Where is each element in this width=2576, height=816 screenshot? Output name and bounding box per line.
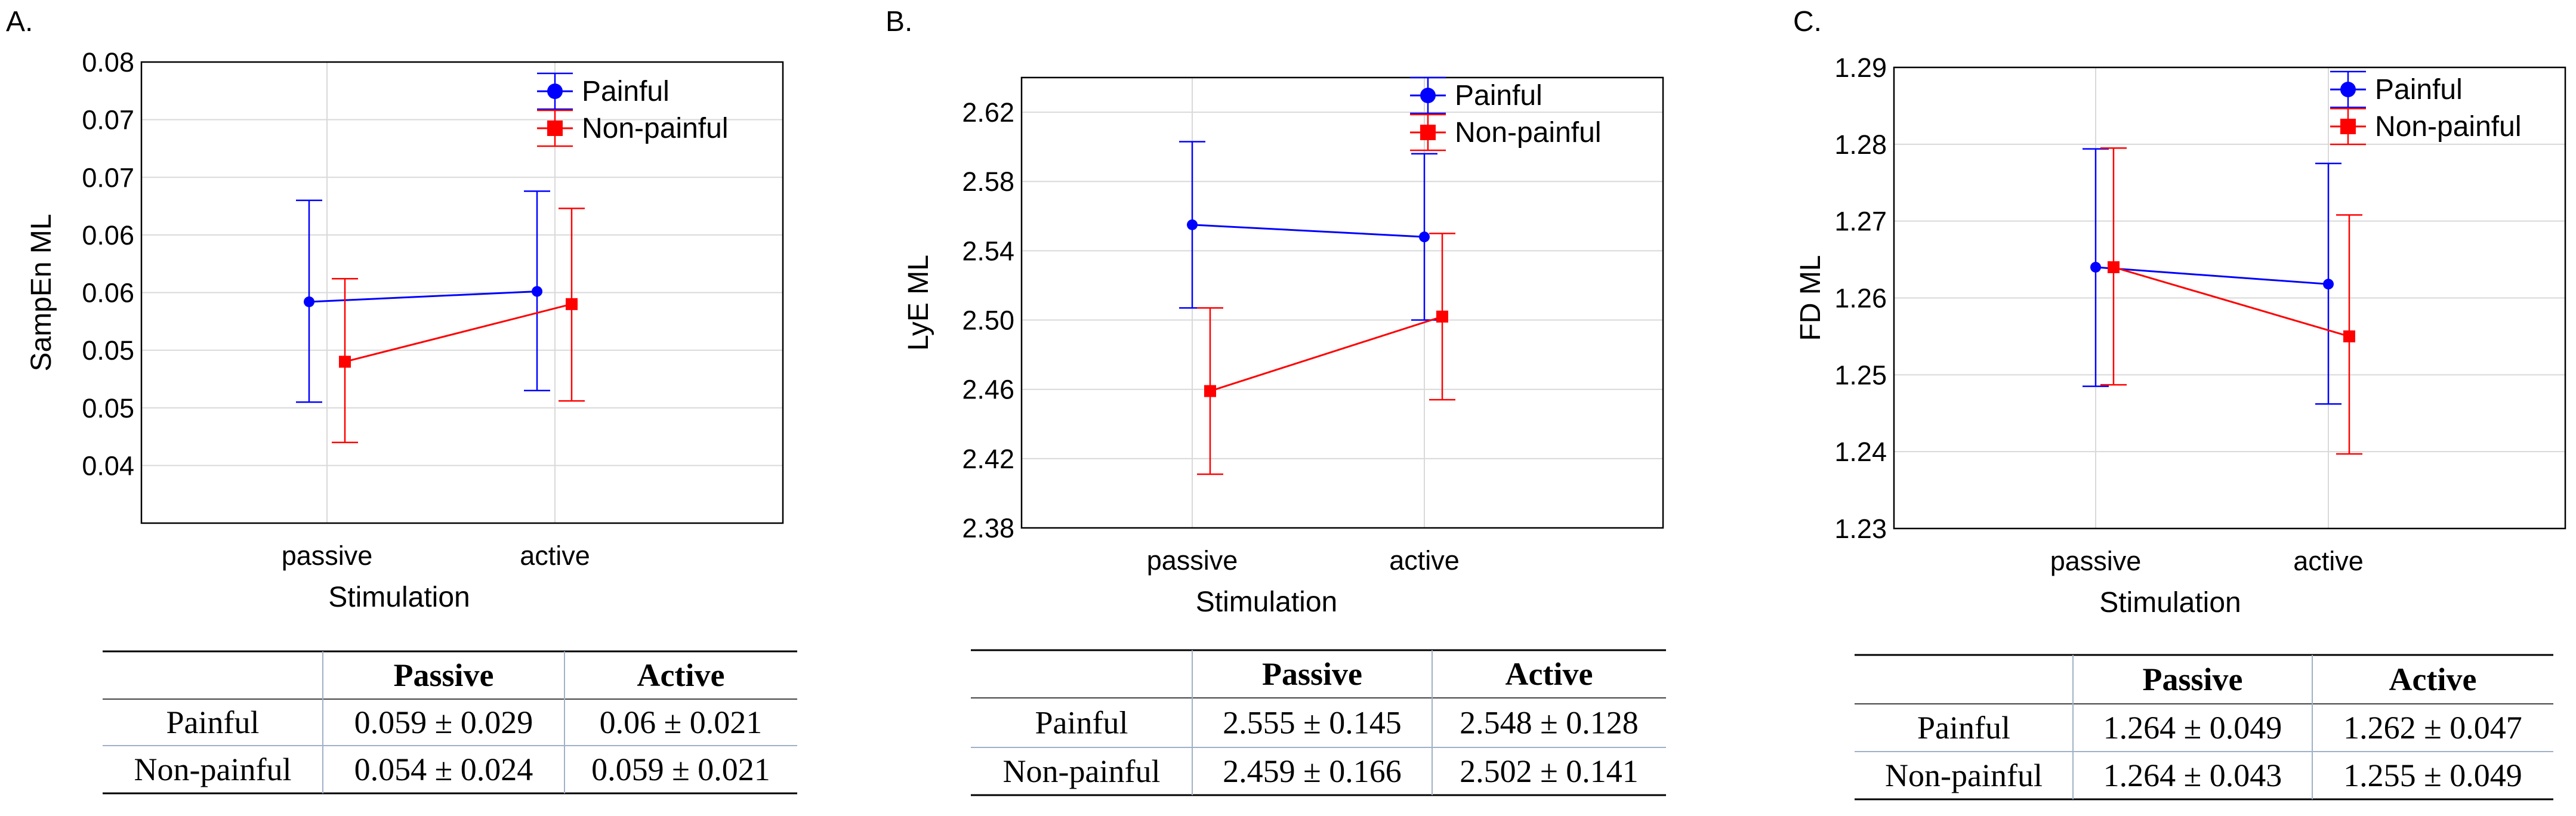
data-point — [2090, 261, 2101, 273]
legend-marker — [2340, 119, 2356, 134]
series-line — [2095, 266, 2329, 285]
table-cell: 1.264 ± 0.043 — [2103, 758, 2282, 793]
plot-frame — [1893, 66, 2566, 530]
table-cell: 0.059 ± 0.029 — [354, 704, 533, 740]
y-tick-label: 1.23 — [1834, 514, 1887, 544]
y-tick-label: 1.29 — [1834, 52, 1887, 83]
table-header: Passive — [394, 657, 494, 693]
series-line — [344, 303, 572, 363]
series-line — [1192, 224, 1425, 238]
x-tick-label: active — [520, 540, 590, 571]
x-tick-label: active — [2293, 546, 2364, 576]
legend-label: Non-painful — [2375, 111, 2521, 143]
table-cell: Painful — [1035, 705, 1128, 741]
y-tick-label: 0.06 — [82, 220, 134, 251]
data-point — [339, 356, 351, 368]
table-cell: Non-painful — [134, 752, 292, 787]
y-tick-label: 1.28 — [1834, 129, 1887, 160]
table-cell: 2.548 ± 0.128 — [1460, 705, 1639, 741]
table-cell: 0.059 ± 0.021 — [591, 752, 770, 787]
y-tick-label: 1.24 — [1834, 437, 1887, 467]
data-point — [2108, 261, 2120, 273]
y-tick-label: 0.06 — [82, 278, 134, 308]
legend-label: Non-painful — [582, 113, 728, 144]
legend-marker — [1420, 88, 1436, 103]
plot-frame — [1020, 76, 1664, 529]
y-tick-label: 2.54 — [962, 236, 1014, 266]
table-cell: 2.459 ± 0.166 — [1223, 753, 1402, 789]
panel-label: B. — [886, 6, 912, 38]
y-axis-title: FD ML — [1795, 255, 1827, 341]
data-point — [1187, 219, 1198, 230]
table-cell: 2.502 ± 0.141 — [1460, 753, 1639, 789]
data-point — [1204, 385, 1216, 397]
data-point — [2343, 330, 2355, 342]
series-line — [2113, 266, 2350, 338]
x-axis-title: Stimulation — [1196, 586, 1337, 618]
y-tick-label: 2.42 — [962, 444, 1014, 474]
y-tick-label: 2.38 — [962, 513, 1014, 543]
table-cell: 1.262 ± 0.047 — [2343, 710, 2522, 746]
x-tick-label: active — [1389, 545, 1460, 576]
table-header: Passive — [2143, 662, 2243, 697]
plot-frame — [140, 61, 784, 524]
x-axis-title: Stimulation — [2099, 587, 2241, 619]
legend-label: Painful — [1455, 80, 1542, 112]
table-header: Active — [2389, 662, 2477, 697]
y-axis-title: LyE ML — [903, 255, 934, 351]
x-tick-label: passive — [282, 540, 373, 571]
legend-marker — [1420, 125, 1436, 140]
data-point — [1419, 231, 1430, 243]
y-tick-label: 2.50 — [962, 305, 1014, 336]
data-point — [1436, 310, 1448, 323]
y-tick-label: 2.46 — [962, 375, 1014, 405]
data-point — [566, 298, 578, 310]
x-tick-label: passive — [2050, 546, 2142, 576]
panel-label: C. — [1793, 6, 1822, 38]
legend-marker — [547, 84, 563, 99]
series-line — [1210, 316, 1443, 392]
y-tick-label: 2.62 — [962, 97, 1014, 128]
y-tick-label: 0.05 — [82, 393, 134, 424]
table-cell: 1.264 ± 0.049 — [2103, 710, 2282, 746]
table-cell: 1.255 ± 0.049 — [2343, 758, 2522, 793]
legend-marker — [547, 120, 563, 136]
data-point — [532, 286, 542, 297]
panel-label: A. — [6, 6, 33, 38]
table-header: Active — [637, 657, 725, 693]
table-cell: Non-painful — [1003, 753, 1161, 789]
legend-label: Painful — [582, 76, 670, 107]
legend-label: Painful — [2375, 74, 2463, 106]
y-tick-label: 1.26 — [1834, 283, 1887, 314]
table-header: Active — [1506, 656, 1593, 692]
y-tick-label: 0.07 — [82, 105, 134, 135]
x-tick-label: passive — [1147, 545, 1238, 576]
series-line — [308, 290, 538, 303]
y-tick-label: 0.07 — [82, 162, 134, 193]
y-tick-label: 2.58 — [962, 166, 1014, 197]
table-cell: 0.054 ± 0.024 — [354, 752, 533, 787]
legend-label: Non-painful — [1455, 117, 1601, 149]
y-axis-title: SampEn ML — [26, 214, 57, 371]
y-tick-label: 0.04 — [82, 450, 134, 481]
table-cell: Non-painful — [1885, 758, 2043, 793]
legend-marker — [2340, 82, 2356, 97]
x-axis-title: Stimulation — [328, 582, 470, 613]
table-cell: Painful — [1917, 710, 2010, 746]
y-tick-label: 1.25 — [1834, 360, 1887, 390]
table-cell: 0.06 ± 0.021 — [600, 704, 763, 740]
y-tick-label: 1.27 — [1834, 206, 1887, 237]
data-point — [304, 296, 314, 307]
y-tick-label: 0.08 — [82, 47, 134, 78]
table-cell: Painful — [166, 704, 260, 740]
table-cell: 2.555 ± 0.145 — [1223, 705, 1402, 741]
table-header: Passive — [1262, 656, 1362, 692]
data-point — [2323, 279, 2334, 290]
y-tick-label: 0.05 — [82, 335, 134, 366]
